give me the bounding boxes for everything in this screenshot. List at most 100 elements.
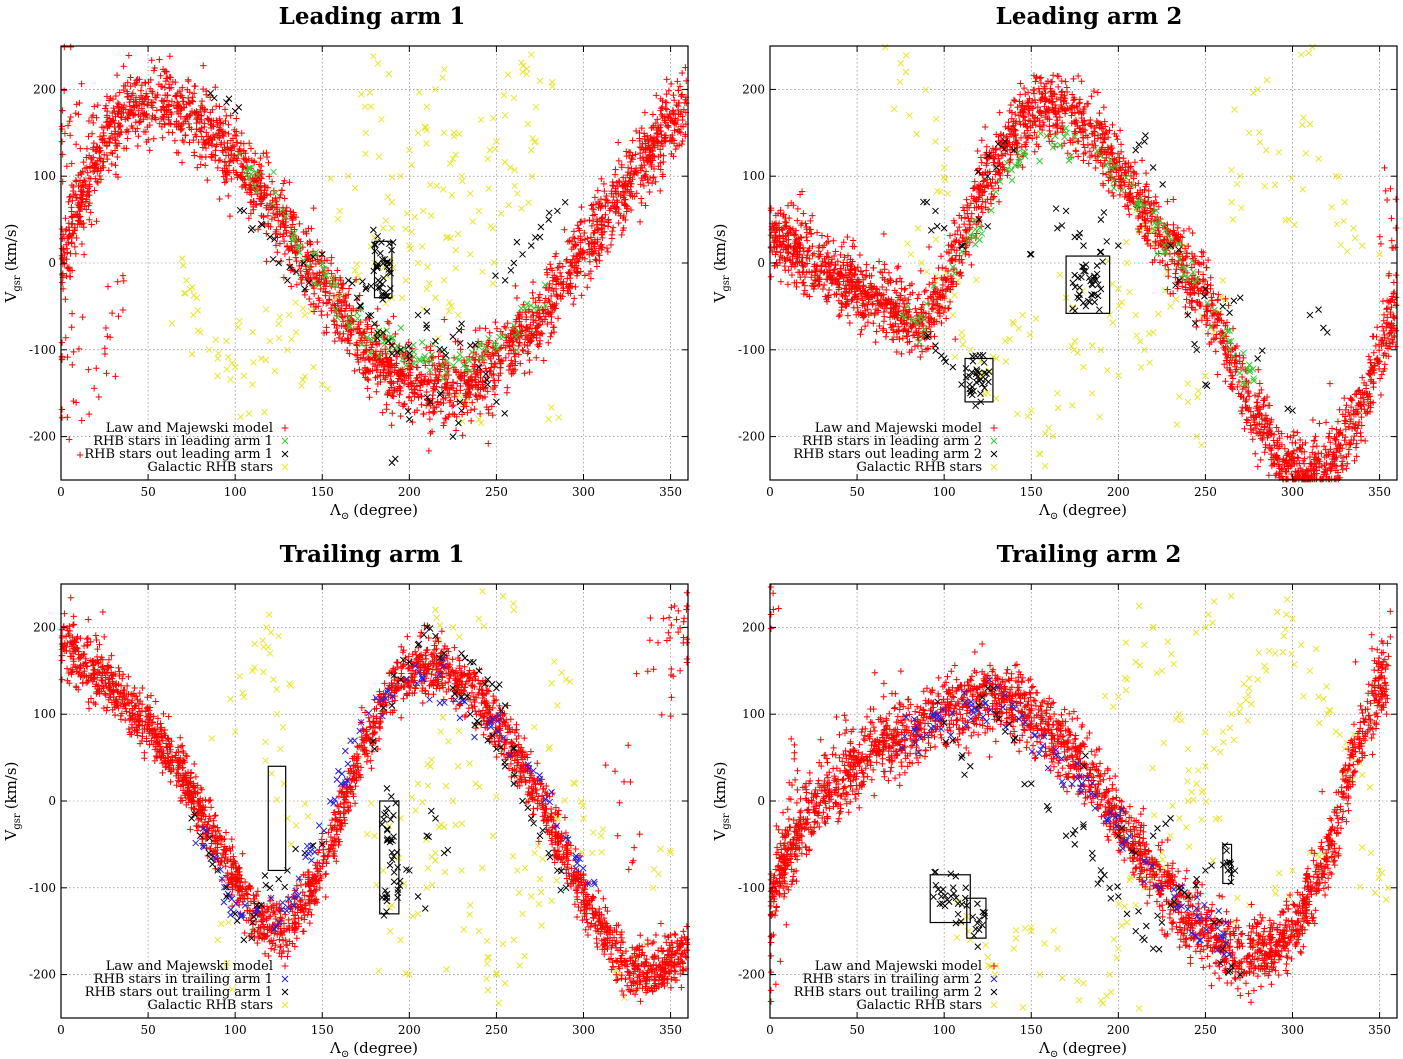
model-point: [222, 117, 229, 125]
galactic-rhb-point: [183, 277, 190, 284]
galactic-rhb-point: [1032, 315, 1040, 323]
model-point: [334, 267, 341, 274]
model-point: [293, 281, 301, 288]
model-point: [1339, 462, 1346, 469]
model-point: [69, 220, 76, 227]
model-point: [179, 137, 186, 144]
rhb-out-arm-point: [414, 311, 422, 319]
x-tick-label: 300: [572, 485, 595, 499]
model-point: [1214, 371, 1221, 378]
galactic-rhb-point: [532, 103, 540, 111]
galactic-rhb-point: [336, 207, 344, 215]
model-point: [86, 216, 93, 223]
galactic-rhb-point: [475, 207, 483, 215]
model-point: [513, 294, 521, 302]
rhb-out-arm-point: [442, 351, 450, 359]
model-point: [134, 142, 142, 150]
legend-label: Galactic RHB stars: [148, 460, 273, 475]
galactic-rhb-point: [519, 68, 526, 76]
model-point: [425, 447, 433, 455]
galactic-rhb-point: [179, 262, 187, 269]
model-point: [497, 328, 504, 335]
galactic-rhb-point: [1054, 404, 1062, 412]
model-point: [263, 153, 271, 161]
model-point: [946, 232, 954, 239]
model-point: [794, 205, 802, 213]
rhb-out-arm-point: [458, 407, 465, 414]
galactic-rhb-point: [555, 414, 563, 421]
model-point: [642, 202, 649, 209]
model-point: [540, 357, 547, 364]
rhb-out-arm-point: [359, 278, 366, 285]
legend-marker: [281, 463, 289, 471]
model-point: [221, 129, 229, 136]
rhb-out-arm-point: [519, 250, 526, 258]
model-point: [70, 397, 77, 405]
galactic-rhb-point: [1041, 430, 1049, 437]
galactic-rhb-point: [424, 263, 431, 271]
model-point: [388, 422, 395, 429]
rhb-in-arm-point: [418, 338, 426, 346]
model-point: [616, 179, 623, 186]
model-point: [184, 94, 192, 102]
rhb-out-arm-point: [225, 95, 233, 103]
model-point: [592, 256, 599, 263]
galactic-rhb-point: [408, 228, 415, 236]
model-point: [835, 313, 843, 320]
model-point: [825, 238, 832, 245]
model-point: [676, 83, 684, 90]
model-point: [90, 119, 97, 127]
galactic-rhb-point: [1333, 220, 1341, 228]
galactic-rhb-point: [905, 112, 913, 119]
rhb-out-arm-point: [554, 207, 561, 215]
model-point: [663, 122, 671, 130]
model-point: [202, 153, 210, 161]
galactic-rhb-point: [1263, 76, 1271, 84]
model-point: [112, 161, 119, 169]
model-point: [181, 104, 188, 111]
model-point: [268, 215, 276, 223]
model-point: [819, 285, 827, 293]
rhb-in-arm-point: [496, 333, 504, 341]
model-point: [233, 115, 240, 122]
model-point: [609, 224, 617, 231]
model-point: [504, 319, 511, 327]
model-point: [103, 142, 111, 149]
model-point: [850, 304, 858, 311]
model-point: [452, 427, 460, 434]
galactic-rhb-point: [504, 71, 512, 79]
model-point: [607, 241, 615, 249]
model-point: [824, 249, 831, 257]
galactic-rhb-point: [966, 346, 974, 354]
model-point: [396, 391, 403, 398]
galactic-rhb-point: [407, 245, 414, 253]
galactic-rhb-point: [477, 116, 485, 124]
model-point: [71, 243, 79, 251]
galactic-rhb-point: [384, 193, 392, 201]
galactic-rhb-point: [228, 359, 236, 367]
rhb-out-arm-point: [269, 255, 277, 263]
model-point: [161, 84, 169, 91]
galactic-rhb-point: [890, 105, 898, 113]
galactic-rhb-point: [411, 213, 419, 221]
model-point: [394, 378, 401, 385]
galactic-rhb-point: [1014, 410, 1021, 418]
model-point: [1238, 407, 1245, 415]
model-point: [191, 131, 199, 138]
model-point: [546, 261, 554, 268]
x-axis-label: Λ⊙ (degree): [329, 501, 418, 522]
model-point: [280, 180, 287, 187]
galactic-rhb-point: [370, 52, 377, 60]
model-point: [681, 99, 689, 106]
model-point: [159, 97, 167, 105]
model-point: [281, 177, 288, 184]
model-point: [1126, 211, 1133, 218]
model-point: [663, 76, 670, 83]
model-point: [547, 333, 554, 340]
model-point: [631, 193, 638, 200]
model-point: [665, 87, 673, 94]
galactic-rhb-point: [433, 182, 441, 190]
galactic-rhb-point: [388, 173, 396, 181]
model-point: [615, 219, 622, 227]
rhb-out-arm-point: [527, 242, 535, 249]
